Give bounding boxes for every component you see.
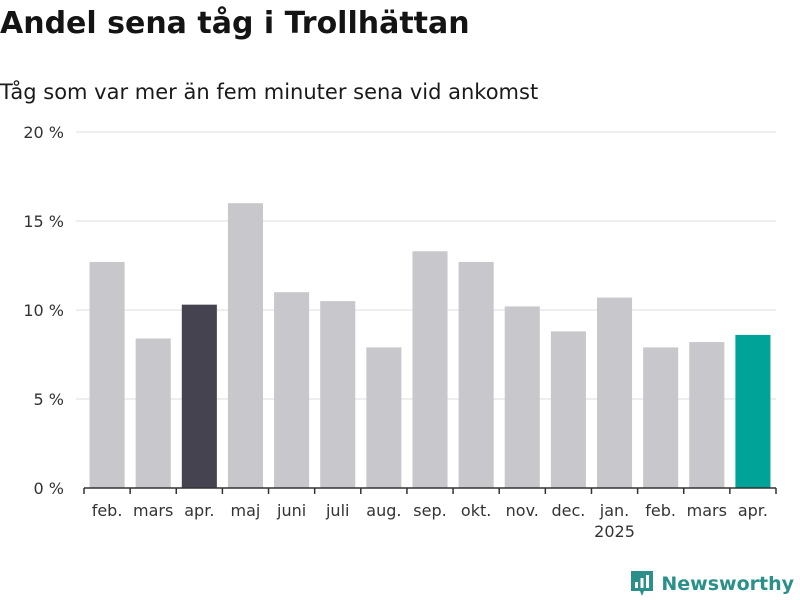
bar: [135, 338, 171, 488]
y-tick-label: 20 %: [23, 123, 64, 142]
bar: [274, 292, 310, 488]
x-tick-label: feb.: [92, 501, 123, 520]
chart-title: Andel sena tåg i Trollhättan: [0, 6, 470, 41]
bar: [504, 306, 540, 488]
bar: [366, 347, 402, 488]
y-tick-label: 10 %: [23, 301, 64, 320]
y-tick-label: 15 %: [23, 212, 64, 231]
brand-logo: Newsworthy: [629, 569, 794, 599]
bar: [689, 342, 725, 488]
bar: [458, 261, 494, 488]
bar: [412, 251, 448, 488]
x-tick-label: dec.: [551, 501, 585, 520]
x-tick-label: sep.: [413, 501, 446, 520]
x-tick-label: mars: [687, 501, 727, 520]
newsworthy-logo-icon: [631, 571, 654, 596]
x-tick-label: juli: [325, 501, 349, 520]
x-tick-label: juni: [276, 501, 306, 520]
bar: [597, 297, 633, 488]
x-tick-label: aug.: [366, 501, 401, 520]
y-tick-label: 5 %: [34, 390, 64, 409]
bar: [643, 347, 679, 488]
bar: [89, 261, 125, 488]
y-tick-label: 0 %: [34, 479, 64, 498]
x-tick-label: nov.: [506, 501, 539, 520]
x-tick-label: apr.: [184, 501, 214, 520]
bar: [181, 304, 217, 488]
x-year-label: 2025: [594, 522, 635, 541]
x-tick-label: okt.: [461, 501, 491, 520]
x-tick-label: mars: [133, 501, 173, 520]
bar: [735, 334, 771, 488]
bar: [227, 203, 263, 488]
x-tick-label: apr.: [738, 501, 768, 520]
chart-subtitle: Tåg som var mer än fem minuter sena vid …: [0, 80, 539, 104]
bar: [550, 331, 586, 488]
x-tick-label: maj: [231, 501, 261, 520]
x-tick-label: feb.: [645, 501, 676, 520]
x-tick-label: jan.: [599, 501, 629, 520]
bar-chart: 0 % 5 % 10 % 15 % 20 % feb. mars apr. maj juni jul…: [23, 123, 777, 541]
bar: [320, 301, 356, 488]
brand-name: Newsworthy: [661, 573, 794, 595]
